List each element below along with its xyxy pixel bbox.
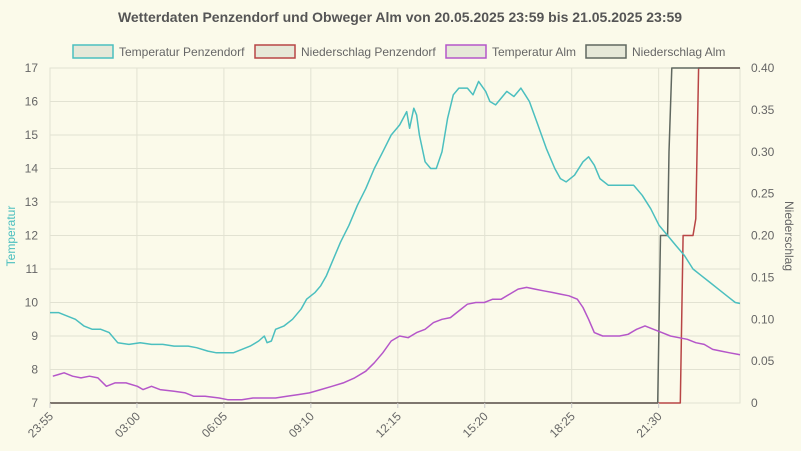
y-right-tick-label: 0 [751,396,758,410]
series-layer [50,67,740,404]
y-left-tick-label: 16 [25,95,39,109]
grid [49,67,741,404]
legend-swatch [72,44,114,59]
legend-swatch [445,44,487,59]
y-right-tick-label: 0.05 [751,354,775,368]
y-right-tick-label: 0.25 [751,187,775,201]
series-line-2 [52,286,740,401]
y-left-tick-label: 11 [26,262,39,276]
y-left-tick-label: 10 [25,296,39,310]
y-left-tick-label: 7 [31,396,38,410]
x-tick-label: 06:05 [199,409,230,440]
y-axis-left-label: Temperatur [4,206,18,267]
y-left-tick-label: 12 [25,229,39,243]
y-axis-right-label: Niederschlag [782,201,796,271]
series-line-0 [50,80,740,354]
y-left-tick-label: 13 [25,195,39,209]
legend-swatch [254,44,296,59]
y-right-tick-label: 0.15 [751,270,775,284]
y-right-tick-label: 0.30 [751,145,775,159]
y-right-tick-label: 0.10 [751,312,775,326]
y-left-tick-label: 9 [31,329,38,343]
legend-label: Niederschlag Penzendorf [301,45,436,59]
x-tick-label: 15:20 [460,409,491,440]
chart-title: Wetterdaten Penzendorf und Obweger Alm v… [118,9,682,25]
y-left-tick-label: 14 [25,162,39,176]
y-right-tick-label: 0.20 [751,229,775,243]
x-tick-label: 12:15 [373,409,404,440]
y-left-tick-label: 15 [25,128,39,142]
legend-label: Temperatur Penzendorf [119,45,245,59]
x-tick-label: 09:10 [286,409,317,440]
y-left-tick-label: 17 [25,61,39,75]
x-tick-label: 03:00 [112,409,143,440]
y-left-tick-label: 8 [31,363,38,377]
legend-label: Niederschlag Alm [632,45,725,59]
y-right-tick-label: 0.35 [751,103,775,117]
legend: Temperatur Penzendorf Niederschlag Penzen… [72,44,725,59]
y-right-tick-label: 0.40 [751,61,775,75]
legend-swatch [585,44,627,59]
legend-label: Temperatur Alm [492,45,576,59]
x-tick-label: 23:55 [25,409,56,440]
x-tick-label: 18:25 [547,409,578,440]
x-tick-label: 21:30 [634,409,665,440]
